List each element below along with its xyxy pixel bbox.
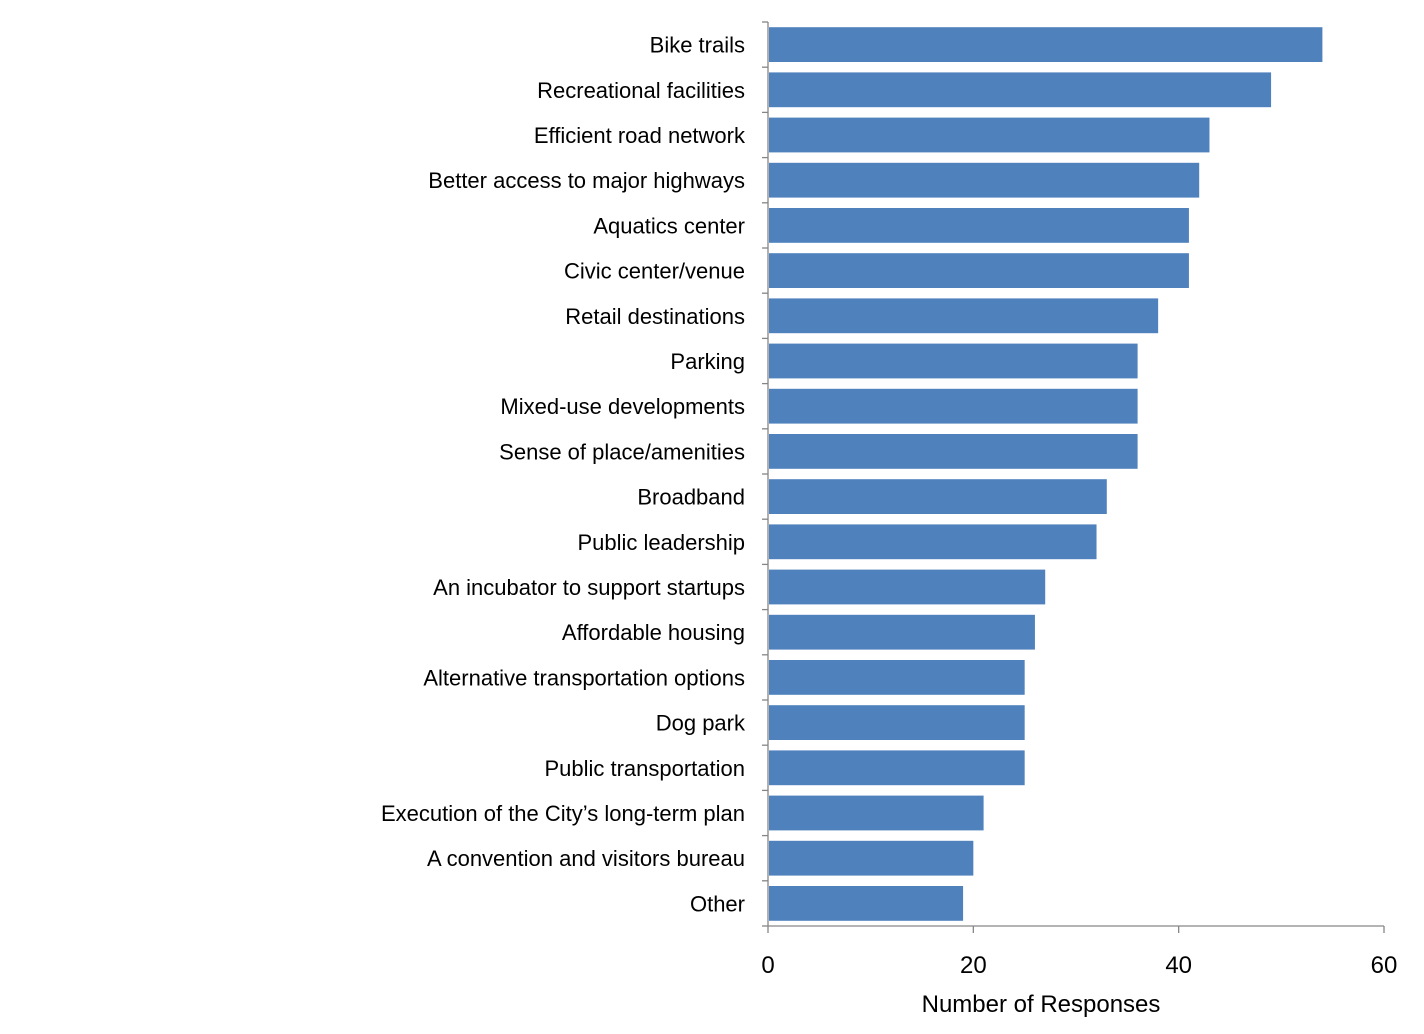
bar [769, 208, 1189, 243]
category-label: Affordable housing [562, 620, 745, 645]
x-tick-labels: 0 20 40 60 [761, 952, 1397, 979]
x-tick-label: 60 [1371, 952, 1398, 979]
bar [769, 795, 984, 831]
bar [769, 298, 1159, 334]
x-tick-label: 40 [1165, 952, 1192, 979]
category-label: An incubator to support startups [433, 575, 745, 600]
category-label: Dog park [656, 711, 746, 736]
x-tick-label: 20 [960, 952, 987, 979]
category-labels: Bike trails Recreational facilities Effici… [381, 33, 746, 917]
bar [769, 434, 1138, 469]
bar [769, 388, 1138, 424]
bar [769, 660, 1025, 695]
category-label: Execution of the City’s long-term plan [381, 801, 745, 826]
category-label: Better access to major highways [428, 168, 745, 193]
category-label: Efficient road network [534, 123, 746, 148]
bar [769, 524, 1097, 560]
x-tick-label: 0 [761, 952, 774, 979]
category-label: Bike trails [650, 33, 745, 58]
bar [769, 750, 1025, 786]
bar [769, 569, 1046, 605]
x-axis-title: Number of Responses [922, 991, 1161, 1018]
bar [769, 343, 1138, 379]
category-label: Alternative transportation options [423, 665, 745, 690]
bar [769, 162, 1200, 198]
bar [769, 479, 1107, 514]
category-label: Recreational facilities [537, 78, 745, 103]
bar [769, 117, 1210, 153]
bar [769, 705, 1025, 740]
bar [769, 72, 1272, 108]
bars-group [769, 27, 1323, 921]
category-label: Broadband [637, 485, 745, 510]
category-label: A convention and visitors bureau [427, 846, 745, 871]
category-label: Public transportation [544, 756, 745, 781]
category-label: Mixed-use developments [500, 394, 745, 419]
bar [769, 840, 974, 876]
category-label: Public leadership [577, 530, 745, 555]
category-label: Other [690, 891, 745, 916]
bar [769, 614, 1035, 650]
category-label: Aquatics center [593, 213, 745, 238]
bar [769, 27, 1323, 62]
axes-group [762, 21, 1385, 933]
category-label: Sense of place/amenities [499, 439, 745, 464]
bar [769, 253, 1189, 288]
bar [769, 886, 964, 921]
category-label: Parking [670, 349, 745, 374]
category-label: Civic center/venue [564, 259, 745, 284]
category-label: Retail destinations [565, 304, 745, 329]
